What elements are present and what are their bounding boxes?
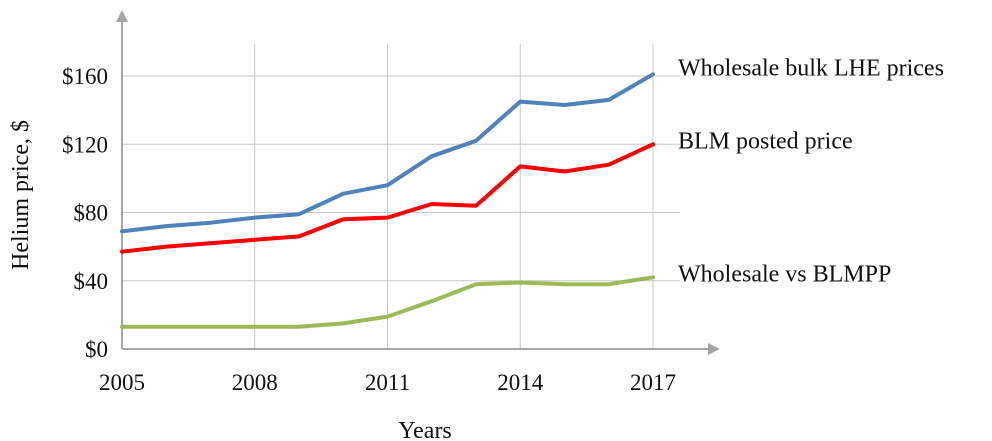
series-label-2: Wholesale vs BLMPP bbox=[678, 261, 891, 287]
axes bbox=[116, 10, 720, 355]
series-line-1 bbox=[120, 142, 655, 254]
x-axis-arrow-icon bbox=[708, 343, 720, 355]
x-tick-label: 2005 bbox=[99, 370, 145, 395]
y-tick-label: $80 bbox=[74, 201, 109, 226]
series-labels: Wholesale bulk LHE prices BLM posted pric… bbox=[678, 55, 944, 287]
y-tick-label: $160 bbox=[62, 64, 108, 89]
x-axis-title: Years bbox=[398, 418, 452, 441]
x-tick-label: 2014 bbox=[497, 370, 544, 395]
y-tick-label: $0 bbox=[85, 337, 108, 362]
y-tick-label: $120 bbox=[62, 132, 108, 157]
series-label-1: BLM posted price bbox=[678, 128, 853, 154]
y-axis-title: Helium price, $ bbox=[8, 120, 34, 270]
y-tick-label: $40 bbox=[74, 269, 109, 294]
x-tick-label: 2008 bbox=[232, 370, 278, 395]
x-tick-label: 2017 bbox=[630, 370, 676, 395]
grid-lines bbox=[122, 44, 680, 349]
series-label-0: Wholesale bulk LHE prices bbox=[678, 55, 944, 81]
series-line-2 bbox=[120, 275, 655, 329]
x-tick-label: 2011 bbox=[365, 370, 410, 395]
tick-labels: $0 $40 $80 $120 $160 2005 2008 2011 2014 2017 bbox=[62, 64, 676, 395]
series-lines bbox=[120, 72, 655, 329]
y-axis-arrow-icon bbox=[116, 10, 128, 22]
series-line-0 bbox=[120, 72, 655, 234]
